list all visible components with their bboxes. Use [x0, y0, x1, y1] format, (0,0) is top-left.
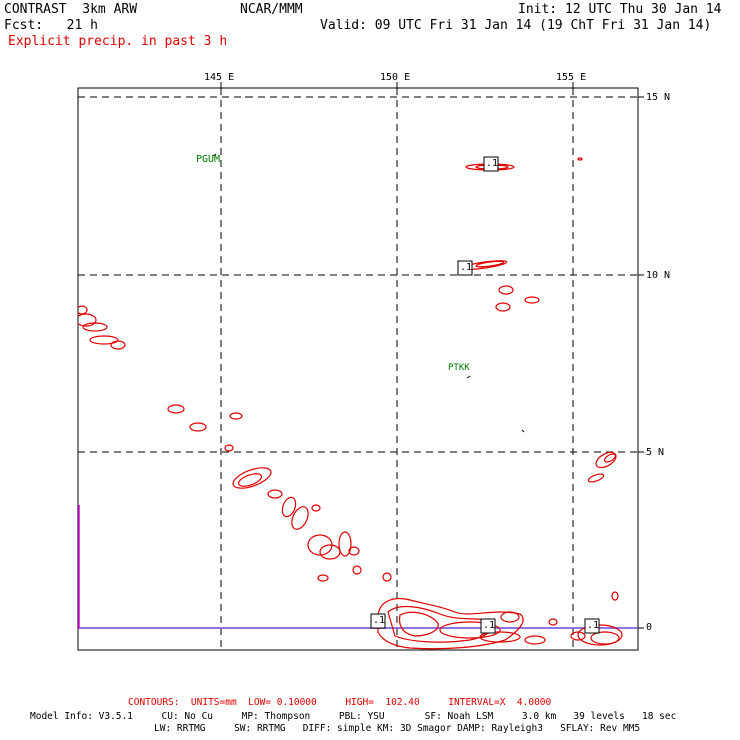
forecast-hour: Fcst: 21 h: [4, 18, 98, 33]
station-label-ptkk: PTKK: [448, 363, 470, 373]
contours-info: CONTOURS: UNITS=mm LOW= 0.10000 HIGH= 10…: [128, 697, 552, 708]
station-label-pgum: PGUM: [196, 154, 221, 165]
contour-label-4: .1: [483, 620, 496, 631]
lat-lon-grid: [78, 88, 638, 650]
lat-label-5n: 5 N: [646, 447, 665, 458]
lon-label-155: 155 E: [556, 72, 587, 83]
model-title: CONTRAST 3km ARW: [4, 2, 138, 17]
precip-contours: [78, 157, 623, 650]
valid-time: Valid: 09 UTC Fri 31 Jan 14 (19 ChT Fri …: [320, 18, 712, 33]
contour-label-1: .1: [486, 158, 499, 169]
lat-label-0: 0: [646, 622, 653, 633]
model-info-line-1: Model Info: V3.5.1 CU: No Cu MP: Thompso…: [30, 711, 677, 722]
axis-ticks: [220, 82, 644, 629]
lat-label-10n: 10 N: [646, 270, 671, 281]
station-markers: [212, 96, 525, 433]
init-time: Init: 12 UTC Thu 30 Jan 14: [518, 2, 722, 17]
map-frame: [77, 87, 639, 651]
contour-label-2: .1: [460, 262, 473, 273]
lon-label-150: 150 E: [380, 72, 411, 83]
center-title: NCAR/MMM: [240, 2, 303, 17]
lat-label-15n: 15 N: [646, 92, 671, 103]
lon-label-145: 145 E: [204, 72, 235, 83]
field-title: Explicit precip. in past 3 h: [8, 34, 228, 49]
contour-label-5: .1: [587, 620, 600, 631]
model-info-line-2: LW: RRTMG SW: RRTMG DIFF: simple KM: 3D …: [154, 723, 641, 734]
contour-label-boxes: [370, 156, 600, 634]
domain-boundary: [78, 505, 638, 629]
contour-label-3: .1: [373, 615, 386, 626]
